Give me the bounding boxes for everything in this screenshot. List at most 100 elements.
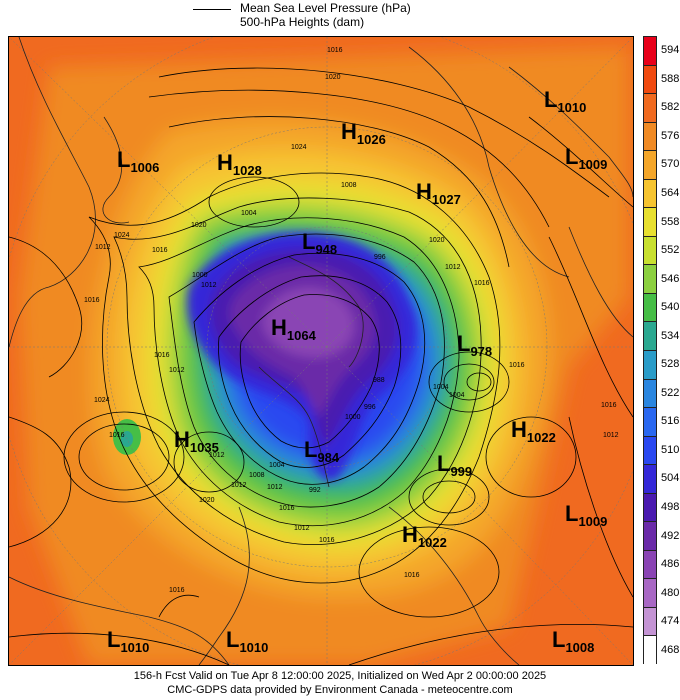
scale-label-570: 570 [661,158,680,171]
isobar-label: 1000 [192,272,208,279]
isobar-label: 1008 [341,182,357,189]
scale-swatch-492 [643,521,657,550]
scale-label-582: 582 [661,101,680,114]
scale-label-552: 552 [661,244,680,257]
isobar-label: 1004 [269,462,285,469]
scale-label-534: 534 [661,329,680,342]
isobar-label: 988 [373,377,385,384]
scale-swatch-468 [643,635,657,664]
scale-label-516: 516 [661,415,680,428]
scale-swatch-546 [643,264,657,293]
low-984-value: 984 [317,450,339,465]
isobar-label: 1020 [325,74,341,81]
scale-label-498: 498 [661,501,680,513]
scale-label-510: 510 [661,443,680,456]
isobar-label: 1020 [199,497,215,504]
height-color-scale: 594 588 582 576 570 564 558 552 546 540 534 528 522 5… [643,36,679,664]
scale-label-492: 492 [661,529,680,542]
footer-valid-time: 156-h Fcst Valid on Tue Apr 8 12:00:00 2… [133,670,547,682]
isobar-label: 1016 [279,505,295,512]
isobar-label: 1012 [603,432,619,439]
scale-label-528: 528 [661,358,680,371]
isobar-label: 1012 [201,282,217,289]
scale-swatch-558 [643,207,657,236]
latitude-grid [9,37,633,665]
isobar-label: 1016 [319,537,335,544]
isobar-label: 1016 [601,402,617,409]
scale-label-576: 576 [661,129,680,142]
isobar-label: 1012 [267,484,283,491]
scale-label-546: 546 [661,272,680,285]
isobar-legend-line [193,9,231,10]
isobar-label: 1016 [152,247,168,254]
isobar-label: 1016 [327,47,343,54]
scale-label-558: 558 [661,215,680,228]
scale-label-486: 486 [661,558,680,571]
scale-swatch-498 [643,492,657,522]
scale-label-588: 588 [661,72,680,85]
isobar-label: 1016 [474,280,490,287]
high-1022-e-value: 1022 [527,430,556,445]
height-field-486 [262,287,354,358]
low-1006-nw-value: 1006 [130,160,159,175]
scale-label-480: 480 [661,586,680,599]
high-1028-value: 1028 [233,163,262,178]
low-999-value: 999 [450,464,472,479]
scale-swatch-582 [643,93,657,122]
scale-swatch-564 [643,178,657,208]
scale-swatch-516 [643,407,657,436]
footer-credit: CMC-GDPS data provided by Environment Ca… [167,684,513,696]
isobar-label: 1020 [429,237,445,244]
header-title-heights: 500-hPa Heights (dam) [240,15,365,29]
isobar-label: 1016 [154,352,170,359]
low-1009-ne-value: 1009 [578,157,607,172]
chart-header: Mean Sea Level Pressure (hPa) 500-hPa He… [0,0,680,34]
isobar-label: 1012 [231,482,247,489]
isobar-label: 1016 [509,362,525,369]
isobar-label: 996 [374,254,386,261]
isobar-label: 1012 [95,244,111,251]
high-1064-value: 1064 [287,328,317,343]
scale-label-540: 540 [661,301,680,314]
isobar-labels: 1016 1020 1024 1008 1020 1004 1016 1012 … [84,47,619,594]
scale-label-504: 504 [661,472,680,485]
isobar-label: 1016 [169,587,185,594]
isobar-label: 1012 [209,452,225,459]
isobar-label: 1016 [109,432,125,439]
low-1008-se-value: 1008 [565,640,594,655]
isobar-label: 1000 [345,414,361,421]
low-1010-sw: L1010 [107,627,149,655]
isobar-label: 1012 [294,525,310,532]
scale-label-564: 564 [661,187,680,199]
scale-swatch-486 [643,549,657,579]
scale-swatch-534 [643,321,657,350]
high-1026-value: 1026 [357,132,386,147]
isobar-label: 1024 [114,232,130,239]
scale-label-474: 474 [661,615,680,628]
isobar-label: 1024 [291,144,307,151]
isobar-label: 1016 [84,297,100,304]
low-1010-sw-value: 1010 [120,640,149,655]
isobar-label: 1012 [169,367,185,374]
low-1010-s-value: 1010 [239,640,268,655]
isobar-label: 1004 [241,210,257,217]
isobar-label: 992 [309,487,321,494]
low-1009-e-value: 1009 [578,514,607,529]
isobar-label: 1004 [449,392,465,399]
coastlines [9,37,633,665]
scale-swatch-522 [643,378,657,408]
scale-swatch-540 [643,292,657,322]
isobar-label: 1012 [445,264,461,271]
scale-label-522: 522 [661,386,680,399]
isobar-label: 1004 [433,384,449,391]
scale-label-594: 594 [661,44,680,57]
scale-swatch-474 [643,606,657,636]
map-canvas: L1010 L1006 H1026 H1028 L1009 H1027 L948… [9,37,633,665]
forecast-map: L1010 L1006 H1026 H1028 L1009 H1027 L948… [8,36,634,666]
scale-swatch-570 [643,150,657,179]
scale-swatch-510 [643,435,657,465]
isobar-label: 996 [364,404,376,411]
scale-swatch-576 [643,121,657,151]
isobar-label: 1020 [191,222,207,229]
header-title-pressure: Mean Sea Level Pressure (hPa) [240,1,411,15]
